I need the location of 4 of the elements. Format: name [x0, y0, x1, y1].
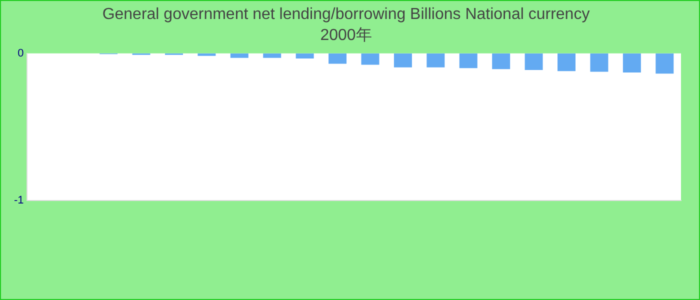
chart-subtitle: 2000年	[320, 27, 372, 44]
chart-title: General government net lending/borrowing Billions National currency	[102, 6, 590, 24]
y-tick-label: -1	[14, 194, 24, 207]
y-tick-label: 0	[18, 47, 24, 60]
